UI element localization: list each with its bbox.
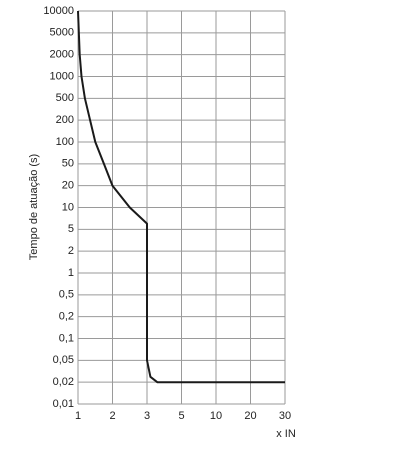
x-tick-label: 10: [210, 410, 222, 422]
y-tick-label: 500: [56, 92, 74, 104]
y-tick-label: 5000: [50, 27, 74, 39]
y-tick-label: 20: [62, 180, 74, 192]
y-tick-label: 0,02: [53, 376, 74, 388]
curve: [77, 10, 285, 384]
y-tick-label: 10000: [43, 5, 74, 17]
y-tick-label: 0,2: [59, 311, 74, 323]
y-tick-label: 0,1: [59, 332, 74, 344]
y-tick-label: 200: [56, 114, 74, 126]
x-tick-label: 3: [144, 410, 150, 422]
x-tick-label: 2: [109, 410, 115, 422]
y-axis-label: Tempo de atuação (s): [28, 154, 40, 260]
x-tick-label: 5: [178, 410, 184, 422]
y-tick-label: 1000: [50, 70, 74, 82]
y-tick-label: 0,5: [59, 289, 74, 301]
x-tick-label: 30: [279, 410, 291, 422]
y-tick-label: 10: [62, 201, 74, 213]
x-tick-label: 20: [244, 410, 256, 422]
y-tick-label: 100: [56, 136, 74, 148]
x-axis-label: x IN: [276, 428, 296, 440]
y-tick-label: 2000: [50, 49, 74, 61]
y-tick-label: 2: [68, 245, 74, 257]
y-tick-label: 5: [68, 223, 74, 235]
y-tick-label: 0,05: [53, 354, 74, 366]
y-tick-label: 50: [62, 158, 74, 170]
y-tick-label: 1: [68, 267, 74, 279]
y-tick-label: 0,01: [53, 398, 74, 410]
x-tick-label: 1: [75, 410, 81, 422]
